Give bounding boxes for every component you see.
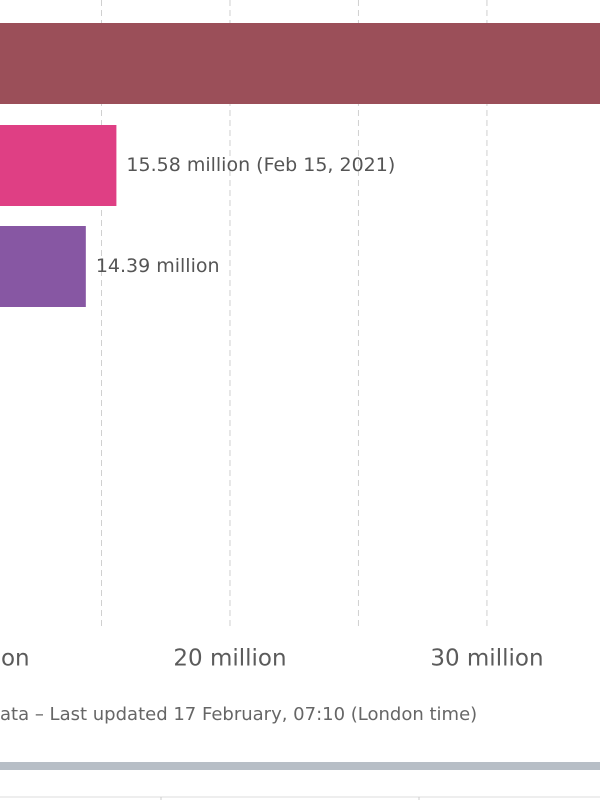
bar	[0, 226, 86, 307]
x-tick-label: 10 million	[0, 646, 30, 672]
x-tick-label: 30 million	[430, 646, 543, 672]
bar	[0, 125, 117, 206]
bar	[0, 23, 600, 104]
divider	[0, 762, 600, 770]
x-tick-label: 20 million	[173, 646, 286, 672]
footer: ata – Last updated 17 February, 07:10 (L…	[0, 704, 477, 725]
value-label: 14.39 million	[96, 255, 220, 277]
value-label: 15.58 million (Feb 15, 2021)	[126, 154, 395, 176]
